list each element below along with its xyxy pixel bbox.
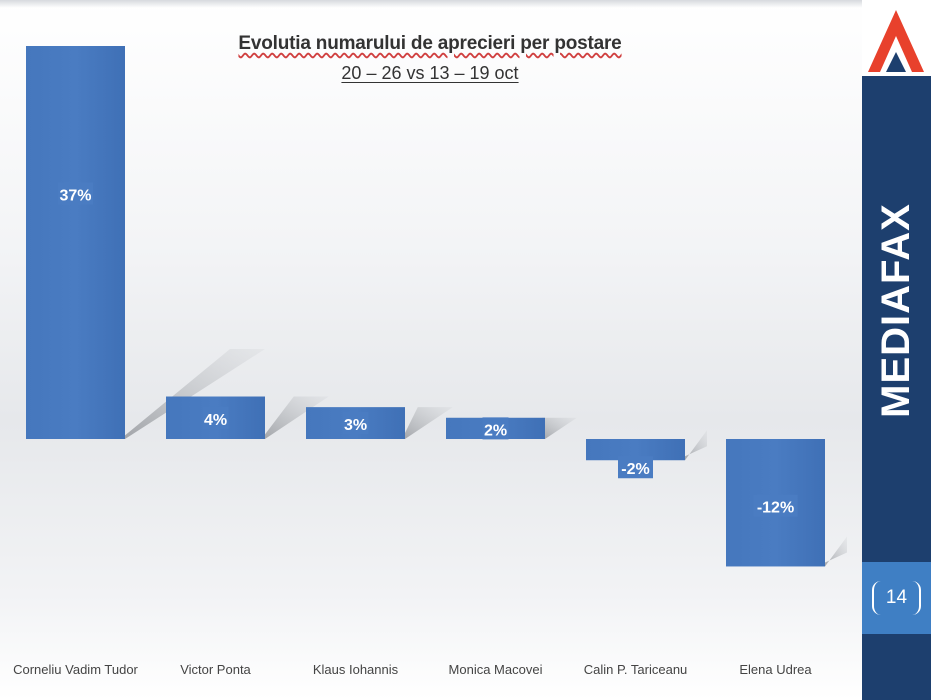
page-number-box: 14	[862, 562, 931, 634]
bar	[26, 46, 125, 439]
bar	[586, 439, 685, 461]
data-label-bg	[753, 494, 798, 517]
category-label: Klaus Iohannis	[313, 662, 399, 677]
bar-chart: 37% 4% 3% 2% -2% -12% Corneliu Vadim Tudor Vic…	[13, 46, 847, 677]
category-label: Elena Udrea	[739, 662, 812, 677]
data-label: 4%	[204, 412, 227, 429]
data-label-bg	[482, 417, 509, 440]
chart-subtitle: 20 – 26 vs 13 – 19 oct	[341, 63, 519, 83]
bar-shadow	[403, 407, 453, 439]
data-label: -12%	[757, 500, 794, 517]
data-label: -2%	[621, 461, 649, 478]
page-number: 14	[871, 581, 922, 615]
category-label: Calin P. Tariceanu	[584, 662, 688, 677]
brand-sidebar: MEDIAFAX 14	[862, 0, 931, 700]
category-label: Corneliu Vadim Tudor	[13, 662, 138, 677]
category-label: Victor Ponta	[180, 662, 251, 677]
slide: Evolutia numarului de aprecieri per post…	[0, 0, 862, 700]
chart-title: Evolutia numarului de aprecieri per post…	[238, 33, 622, 54]
data-label-bg	[618, 456, 653, 479]
category-label: Monica Macovei	[449, 662, 543, 677]
brand-text: MEDIAFAX	[862, 130, 931, 490]
bar-shadow	[123, 349, 265, 439]
bar-shadow	[825, 536, 847, 567]
logo-area	[862, 0, 931, 76]
data-label-bg	[342, 412, 369, 435]
data-label: 37%	[59, 188, 91, 205]
bars	[26, 46, 825, 567]
category-labels: Corneliu Vadim Tudor Victor Ponta Klaus Io…	[13, 662, 812, 677]
bar-shadow	[685, 430, 707, 461]
bar-data-labels: 37% 4% 3% 2% -2% -12%	[58, 182, 798, 517]
data-label-bg	[58, 182, 93, 205]
data-label: 2%	[484, 422, 507, 439]
data-label-bg	[202, 406, 229, 429]
top-strip	[0, 0, 862, 8]
data-label: 3%	[344, 417, 367, 434]
mediafax-logo-icon	[868, 10, 924, 72]
bar-shadow	[541, 417, 577, 439]
brand-name: MEDIAFAX	[874, 202, 918, 418]
